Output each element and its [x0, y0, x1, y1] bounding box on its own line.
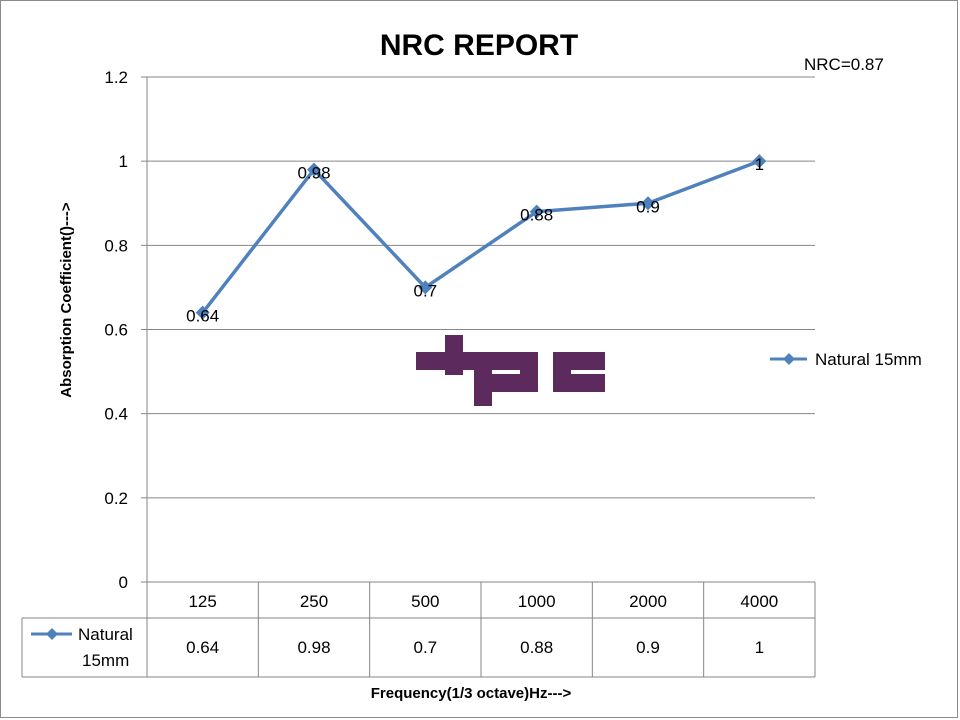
legend-diamond-icon [783, 353, 795, 365]
y-tick-label: 1 [119, 152, 128, 171]
x-tick-label: 250 [300, 592, 328, 611]
data-point-marker [195, 305, 210, 320]
tpc-logo [416, 335, 605, 406]
table-value-cell: 0.7 [414, 638, 438, 657]
table-value-cell: 0.98 [297, 638, 330, 657]
data-label: 0.98 [297, 164, 330, 183]
data-point-marker [752, 154, 767, 169]
data-label: 0.88 [520, 206, 553, 225]
data-point-marker [641, 196, 655, 211]
gridlines [141, 76, 815, 583]
table-value-cell: 0.88 [520, 638, 553, 657]
data-point-marker [529, 204, 544, 219]
data-label: 0.64 [186, 307, 219, 326]
y-tick-label: 0.6 [104, 321, 128, 340]
table-legend-diamond-icon [46, 628, 58, 640]
series-line [201, 159, 760, 314]
y-tick-label: 0.4 [104, 405, 128, 424]
legend: Natural 15mm [770, 350, 922, 369]
table-value-cell: 0.64 [186, 638, 219, 657]
y-tick-label: 0.2 [104, 489, 128, 508]
chart-title: NRC REPORT [380, 29, 578, 62]
x-axis-title: Frequency(1/3 octave)Hz---> [371, 685, 572, 702]
data-labels: 0.64 0.98 0.7 0.88 0.9 1 [186, 155, 764, 325]
x-tick-label: 2000 [629, 592, 667, 611]
data-point-marker [307, 162, 321, 177]
table-value-cell: 1 [755, 638, 764, 657]
series-natural-15mm [195, 154, 767, 320]
data-point-marker [418, 280, 433, 295]
table-value-cell: 0.9 [636, 638, 660, 657]
data-label: 0.7 [414, 281, 438, 300]
logo-block [553, 374, 605, 392]
x-tick-label: 4000 [740, 592, 778, 611]
data-table: 125 250 500 1000 2000 4000 0.64 0.98 0.7 0.88 0.9 1… [21, 581, 816, 678]
logo-block [474, 374, 538, 392]
x-tick-label: 125 [188, 592, 216, 611]
x-tick-label: 500 [411, 592, 439, 611]
y-tick-label: 0.8 [104, 236, 128, 255]
legend-label: Natural 15mm [815, 350, 922, 369]
y-tick-label: 1.2 [104, 68, 128, 87]
nrc-annotation: NRC=0.87 [804, 55, 884, 74]
data-label: 0.9 [636, 197, 660, 216]
y-tick-label: 0 [119, 573, 128, 592]
table-row-label: 15mm [82, 651, 129, 670]
x-tick-label: 1000 [518, 592, 556, 611]
data-label: 1 [755, 155, 764, 174]
table-row-label: Natural [78, 625, 133, 644]
y-tick-labels: 0 0.2 0.4 0.6 0.8 1 1.2 [104, 68, 128, 592]
y-axis-title: Absorption Coefficient()---> [58, 202, 75, 398]
